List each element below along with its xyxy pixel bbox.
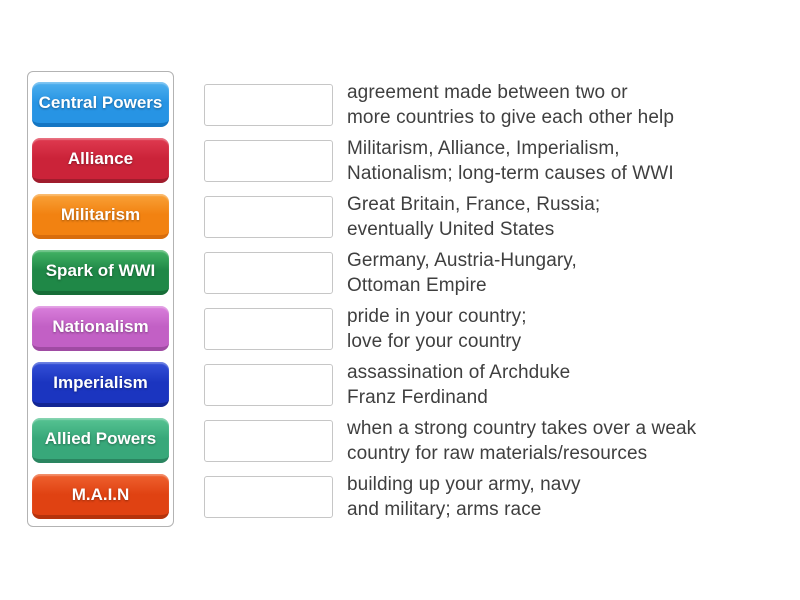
definition-line: more countries to give each other help [347, 107, 674, 128]
definition-text: when a strong country takes over a weak c… [347, 416, 696, 466]
term-tile-alliance[interactable]: Alliance [32, 138, 169, 183]
answer-drop-slot[interactable] [204, 476, 333, 518]
answer-drop-slot[interactable] [204, 420, 333, 462]
term-tile-label: Nationalism [52, 317, 149, 336]
answer-drop-slot[interactable] [204, 364, 333, 406]
term-tile-nationalism[interactable]: Nationalism [32, 306, 169, 351]
definition-line: Germany, Austria-Hungary, [347, 250, 577, 271]
term-tile-label: Spark of WWI [45, 261, 156, 280]
term-tile-m-a-i-n[interactable]: M.A.I.N [32, 474, 169, 519]
definition-line: country for raw materials/resources [347, 443, 648, 464]
definition-line: Nationalism; long-term causes of WWI [347, 163, 674, 184]
term-tile-label: Allied Powers [44, 429, 157, 448]
match-row: Germany, Austria-Hungary, Ottoman Empire [204, 245, 790, 301]
answer-drop-slot[interactable] [204, 252, 333, 294]
definition-line: agreement made between two or [347, 82, 628, 103]
definition-text: pride in your country; love for your coun… [347, 304, 527, 354]
definition-line: when a strong country takes over a weak [347, 418, 697, 439]
definition-line: Franz Ferdinand [347, 387, 488, 408]
match-row: assassination of Archduke Franz Ferdinand [204, 357, 790, 413]
term-tile-label: Militarism [60, 205, 141, 224]
definition-line: Militarism, Alliance, Imperialism, [347, 138, 620, 159]
definition-text: Great Britain, France, Russia; eventually… [347, 192, 600, 242]
term-tile-label: Alliance [67, 149, 134, 168]
answer-drop-slot[interactable] [204, 308, 333, 350]
term-tile-label: Central Powers [38, 93, 163, 112]
definition-line: building up your army, navy [347, 474, 581, 495]
definition-text: Militarism, Alliance, Imperialism, Nation… [347, 136, 674, 186]
terms-panel: Central Powers Alliance Militarism Spark of… [27, 71, 174, 527]
definition-line: assassination of Archduke [347, 362, 571, 383]
term-tile-label: Imperialism [53, 373, 148, 392]
definition-line: pride in your country; [347, 306, 527, 327]
term-tile-imperialism[interactable]: Imperialism [32, 362, 169, 407]
answer-drop-slot[interactable] [204, 140, 333, 182]
definition-line: love for your country [347, 331, 522, 352]
definition-text: building up your army, navy and military;… [347, 472, 581, 522]
term-tile-spark-of-wwi[interactable]: Spark of WWI [32, 250, 169, 295]
term-tile-allied-powers[interactable]: Allied Powers [32, 418, 169, 463]
definition-text: Germany, Austria-Hungary, Ottoman Empire [347, 248, 577, 298]
answers-column: agreement made between two or more countr… [204, 77, 790, 525]
term-tile-central-powers[interactable]: Central Powers [32, 82, 169, 127]
definition-text: assassination of Archduke Franz Ferdinand [347, 360, 570, 410]
match-row: pride in your country; love for your coun… [204, 301, 790, 357]
definition-line: Ottoman Empire [347, 275, 487, 296]
match-row: Militarism, Alliance, Imperialism, Nation… [204, 133, 790, 189]
term-tile-label: M.A.I.N [71, 485, 130, 504]
match-row: building up your army, navy and military;… [204, 469, 790, 525]
term-tile-militarism[interactable]: Militarism [32, 194, 169, 239]
match-row: Great Britain, France, Russia; eventually… [204, 189, 790, 245]
answer-drop-slot[interactable] [204, 84, 333, 126]
definition-line: Great Britain, France, Russia; [347, 194, 601, 215]
definition-line: eventually United States [347, 219, 555, 240]
match-row: agreement made between two or more countr… [204, 77, 790, 133]
answer-drop-slot[interactable] [204, 196, 333, 238]
match-row: when a strong country takes over a weak c… [204, 413, 790, 469]
definition-text: agreement made between two or more countr… [347, 80, 674, 130]
definition-line: and military; arms race [347, 499, 542, 520]
